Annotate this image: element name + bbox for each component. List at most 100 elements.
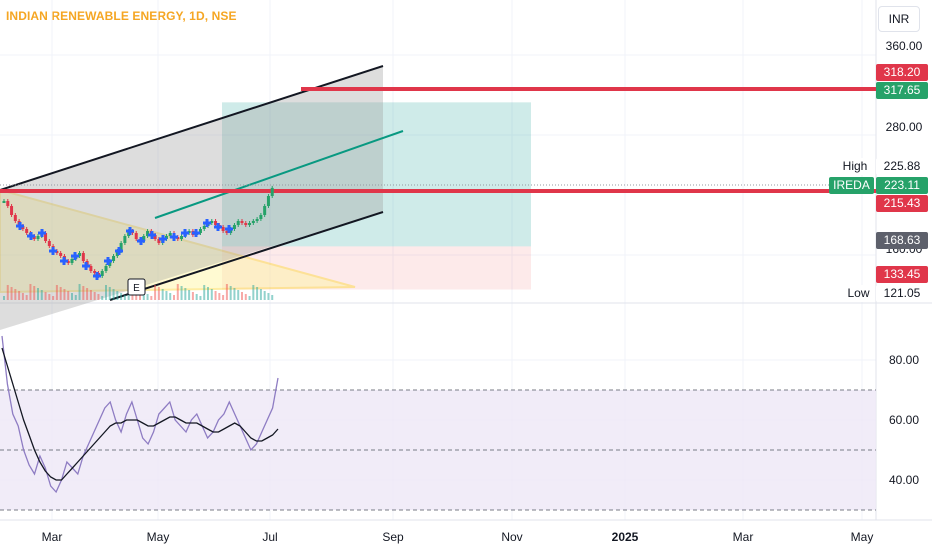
volume-bar [259,289,262,300]
volume-bar [176,284,179,300]
candle-body [244,223,248,225]
rsi-pane [0,335,876,511]
candle-body [25,229,29,233]
volume-bar [14,289,17,300]
signal-marker [40,229,44,237]
price-label-box [876,82,928,99]
volume-bar [33,286,36,300]
volume-bar [6,285,9,300]
candles: E [2,185,274,300]
price-label-value: 215.43 [884,196,921,210]
signal-marker [161,235,165,243]
time-tick-label: Jul [262,530,277,544]
candle-body [134,233,138,239]
profit-zone [222,102,531,247]
volume-bar [78,284,81,300]
volume-bar [210,289,213,300]
candle-body [44,233,48,241]
price-label-value: 168.63 [884,233,921,247]
candle-body [187,231,191,233]
volume-bar [218,293,221,300]
price-label-value: 121.05 [884,286,921,300]
signal-marker [95,272,99,280]
rsi-tick-label: 80.00 [889,353,919,367]
candle-body [89,266,93,271]
price-label-value: 317.65 [884,83,921,97]
volume-bar [10,287,13,300]
volume-bar [55,285,58,300]
candle-body [198,229,202,233]
candle-body [210,221,214,223]
volume-bar [18,291,21,300]
volume-bar [180,286,183,300]
volume-bar [3,296,5,300]
volume-bar [241,292,243,300]
price-tick-label: 280.00 [886,120,923,134]
volume-bar [120,293,123,300]
price-label-tag [829,177,874,194]
time-tick-label: Mar [733,530,754,544]
signal-marker [216,223,220,231]
price-label-box [876,266,928,283]
volume-bar [233,288,236,300]
price-label-value: 223.11 [884,178,920,192]
volume-bar [225,284,228,300]
signal-marker [205,219,209,227]
volume-bar [252,285,255,300]
candle-body [6,201,10,206]
volume-bar [93,292,96,300]
earnings-marker-label: E [133,283,140,294]
loss-zone [222,246,531,290]
volume-bar [207,287,209,300]
candle-body [13,215,17,221]
channel-fill [0,66,383,330]
rsi-ma-line [1,347,279,481]
volume-bar [222,295,225,300]
volume-bar [195,294,198,300]
rsi-tick-label: 60.00 [889,413,919,427]
candle-body [108,261,112,266]
candle-body [146,231,150,236]
price-label-tag-text: Low [847,286,869,300]
volume-bar [154,285,157,300]
volume-bar [188,290,191,300]
volume-bar [74,295,77,300]
volume-bar [191,292,194,300]
candle-body [93,271,97,273]
volume-bar [59,287,62,300]
volume-bar [89,290,92,300]
price-label-box [876,158,928,175]
volume-bar [82,286,85,300]
volume-bar [146,294,149,300]
candle-body [10,206,14,215]
price-label-box [876,195,928,212]
volume-bar [199,296,202,300]
rsi-tick-label: 40.00 [889,473,919,487]
candle-body [232,225,236,229]
volume-bar [86,288,89,300]
candle-body [229,229,233,233]
volume-bar [184,288,187,300]
candle-body [248,223,252,225]
price-label-value: 133.45 [884,267,921,281]
signal-marker [117,247,121,255]
candle-body [240,221,244,223]
volume-bar [271,295,274,300]
volume-bar [267,293,270,300]
time-tick-label: Nov [501,530,522,544]
candle-body [259,215,263,219]
candle-body [180,236,184,239]
volume-bar [29,284,32,300]
volume-bar [48,294,51,300]
candle-body [70,259,74,263]
volume-bar [161,289,164,300]
signal-marker [227,225,231,233]
currency-button[interactable]: INR [878,6,920,32]
signal-marker [51,247,55,255]
candle-body [255,219,259,221]
volume-bar [108,287,111,300]
volume-bar [214,291,217,300]
volume-bar [142,292,145,300]
signal-marker [139,237,143,245]
